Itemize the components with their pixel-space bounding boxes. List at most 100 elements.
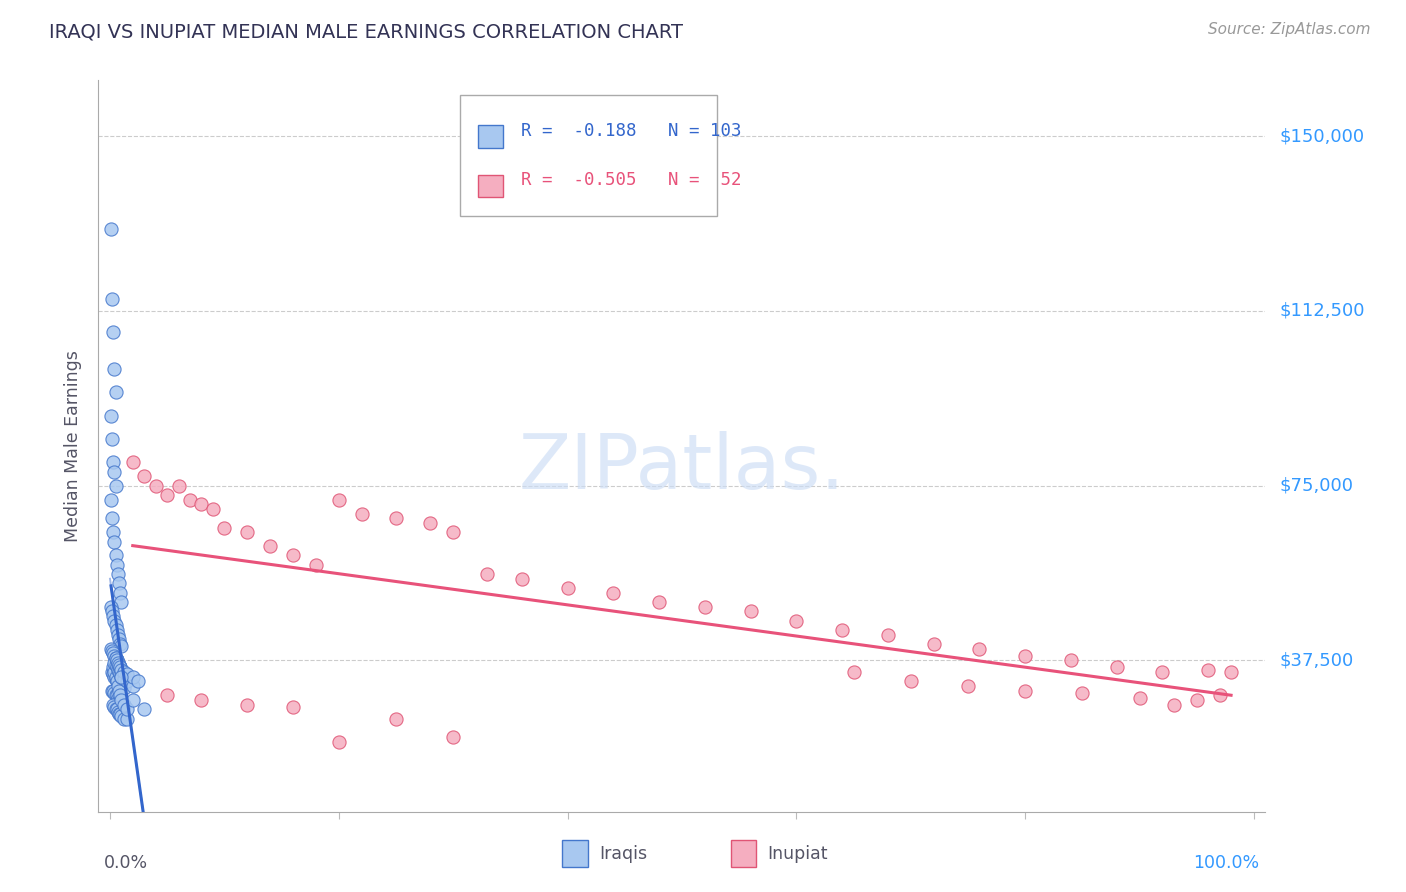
Point [328,735,350,749]
Point [134,469,156,483]
Point [101,644,124,658]
Point [103,534,125,549]
Point [110,709,132,723]
Point [105,623,128,637]
Point [103,699,125,714]
Y-axis label: Median Male Earnings: Median Male Earnings [65,350,83,542]
Point [1105,660,1128,674]
Point [110,693,132,707]
Text: $112,500: $112,500 [1279,301,1365,320]
Point [1220,665,1243,679]
Point [103,362,125,376]
Point [100,492,122,507]
Point [107,656,129,670]
Point [602,586,624,600]
Point [108,683,131,698]
Point [785,614,807,628]
Point [1185,693,1208,707]
Point [831,623,853,637]
Point [115,674,138,689]
Point [441,730,464,744]
Point [1128,690,1150,705]
FancyBboxPatch shape [460,95,717,216]
Point [103,660,125,674]
Point [115,712,138,726]
Point [115,702,138,716]
Point [281,699,304,714]
Point [101,292,124,306]
Point [108,688,131,702]
Point [104,549,127,563]
Point [110,670,132,684]
Point [259,539,281,553]
Point [107,690,129,705]
Text: Source: ZipAtlas.com: Source: ZipAtlas.com [1208,22,1371,37]
Point [281,549,304,563]
Point [108,667,131,681]
Point [105,558,128,572]
Point [110,670,132,684]
Point [101,665,124,679]
Point [112,712,135,726]
Point [145,478,167,492]
Point [305,558,328,572]
Point [156,688,179,702]
Point [108,674,131,689]
Point [121,679,143,693]
Point [1197,663,1219,677]
Point [121,693,143,707]
Point [969,641,991,656]
Point [956,679,979,693]
Point [876,628,898,642]
Point [1060,653,1083,667]
Point [103,686,125,700]
Point [110,679,132,693]
Text: $37,500: $37,500 [1279,651,1354,669]
Text: $75,000: $75,000 [1279,476,1354,494]
Point [104,670,127,684]
Point [1208,688,1230,702]
Point [107,663,129,677]
Point [648,595,671,609]
Point [922,637,945,651]
Point [190,693,212,707]
Point [105,674,128,689]
Point [104,618,127,632]
Point [104,702,127,716]
Point [103,325,125,339]
Point [112,698,135,712]
Point [842,665,865,679]
Point [110,640,132,654]
Text: 0.0%: 0.0% [104,854,148,871]
Point [108,657,131,672]
Point [190,497,212,511]
Text: $150,000: $150,000 [1279,128,1364,145]
Point [100,222,122,236]
Point [105,702,128,716]
Point [167,478,190,492]
Point [105,688,128,702]
Point [419,516,441,530]
Point [103,465,125,479]
Point [1071,686,1094,700]
Point [101,432,124,446]
Point [108,706,131,721]
Point [103,609,125,624]
Point [477,567,499,582]
Point [328,492,350,507]
Point [103,646,125,660]
Point [112,698,135,712]
Point [350,507,373,521]
Point [103,698,125,712]
Point [108,586,131,600]
Point [108,706,131,721]
Point [110,663,132,677]
Point [100,409,122,423]
Point [104,688,127,702]
Point [101,604,124,618]
Point [693,599,716,614]
Point [103,683,125,698]
Point [385,712,408,726]
Point [108,657,131,672]
Point [179,492,201,507]
